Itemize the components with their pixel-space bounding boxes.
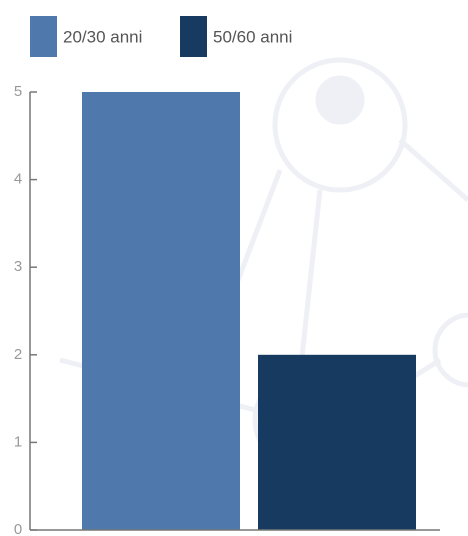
legend-swatch [180, 16, 207, 57]
y-tick-label: 1 [14, 433, 22, 450]
bar [258, 354, 416, 530]
legend-label: 20/30 anni [63, 27, 142, 46]
bar [82, 92, 240, 530]
y-tick-label: 3 [14, 258, 22, 275]
y-tick-label: 4 [14, 171, 22, 188]
y-tick-label: 5 [14, 83, 22, 100]
legend-label: 50/60 anni [213, 27, 292, 46]
legend-swatch [30, 16, 57, 57]
y-tick-label: 2 [14, 346, 22, 363]
y-tick-label: 0 [14, 521, 22, 536]
